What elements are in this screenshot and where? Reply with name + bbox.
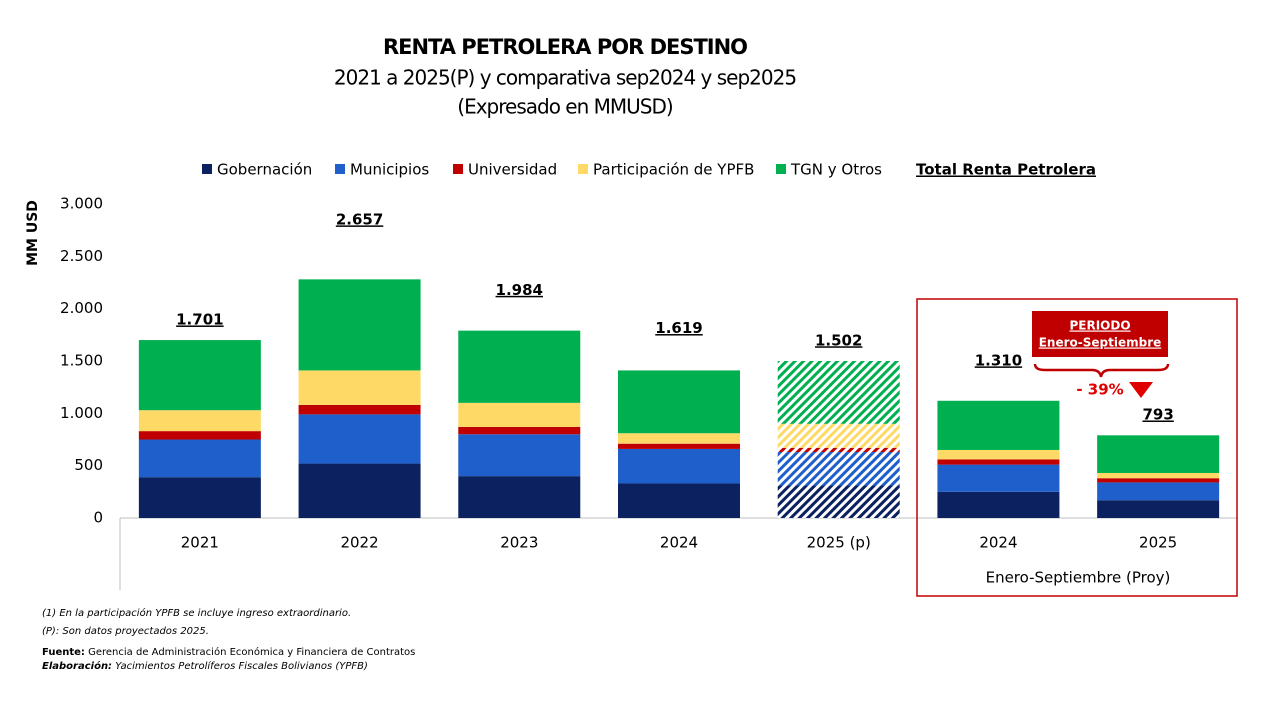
bar-segment <box>777 423 900 448</box>
bar-segment <box>458 476 581 518</box>
bar-segment <box>138 431 261 440</box>
bar-segment <box>618 483 740 518</box>
x-tick-label: 2021 <box>181 534 219 552</box>
bar-segment <box>937 464 1060 492</box>
total-label: 1.502 <box>815 331 862 349</box>
legend-label: TGN y Otros <box>790 161 882 179</box>
bar-segment <box>298 463 421 518</box>
period-box <box>916 298 1238 597</box>
bar-segment <box>458 402 581 427</box>
bar-segment <box>298 370 421 405</box>
legend-swatch <box>335 164 345 174</box>
legend-swatch <box>453 164 463 174</box>
chart-title: RENTA PETROLERA POR DESTINO <box>383 35 747 59</box>
period-badge <box>1032 311 1168 357</box>
bar-segment <box>618 448 740 484</box>
legend-label: Municipios <box>350 161 429 179</box>
note: (1) En la participación YPFB se incluye … <box>42 607 351 619</box>
legend-swatch <box>578 164 588 174</box>
source-label: Fuente: <box>42 647 85 658</box>
x-tick-label: 2023 <box>500 534 538 552</box>
bar-segment <box>138 340 261 411</box>
made-by-label: Elaboración: <box>42 660 112 672</box>
y-tick-label: 500 <box>74 456 103 474</box>
bar-segment <box>618 433 740 444</box>
bar-segment <box>458 426 581 435</box>
y-tick-label: 3.000 <box>60 195 103 213</box>
legend-label: Gobernación <box>217 161 312 179</box>
bar-segment <box>1097 482 1220 501</box>
y-tick-label: 2.000 <box>60 299 103 317</box>
legend-label: Participación de YPFB <box>593 161 754 179</box>
change-label: - 39% <box>1076 381 1123 399</box>
x-tick-label: 2024 <box>660 534 698 552</box>
bar-segment <box>138 410 261 432</box>
bar-segment <box>298 404 421 415</box>
bar-segment <box>1097 435 1220 473</box>
x-tick-label: 2025 (p) <box>807 534 871 552</box>
total-label: 1.310 <box>975 351 1022 369</box>
legend-swatch <box>202 164 212 174</box>
unit-note: (Expresado en MMUSD) <box>457 95 673 119</box>
y-tick-label: 0 <box>93 509 103 527</box>
bar-segment <box>1097 478 1220 483</box>
x-tick-label: 2022 <box>340 534 378 552</box>
bar-segment <box>458 330 581 403</box>
bar-segment <box>618 443 740 449</box>
bar-segment <box>298 279 421 371</box>
bar-segment <box>777 452 900 486</box>
note: (P): Son datos proyectados 2025. <box>42 626 209 637</box>
total-label: 1.984 <box>496 281 543 299</box>
bar-segment <box>618 370 740 434</box>
bar-segment <box>1097 472 1220 479</box>
bar-segment <box>138 477 261 518</box>
down-arrow <box>1129 382 1153 398</box>
brace <box>1033 363 1170 378</box>
bar-segment <box>777 447 900 453</box>
legend-label: Universidad <box>468 161 557 179</box>
y-tick-label: 2.500 <box>60 247 103 265</box>
x-tick-label: 2025 <box>1139 534 1177 552</box>
bar-segment <box>937 400 1060 450</box>
chart-subtitle: 2021 a 2025(P) y comparativa sep2024 y s… <box>334 66 796 90</box>
legend-swatch <box>776 164 786 174</box>
y-tick-label: 1.500 <box>60 352 103 370</box>
total-label: 793 <box>1142 405 1173 423</box>
made-by-text: Yacimientos Petrolíferos Fiscales Bolivi… <box>115 660 368 672</box>
total-label: 1.619 <box>655 319 702 337</box>
bar-segment <box>138 439 261 478</box>
bar-segment <box>937 449 1060 460</box>
bar-segment <box>937 491 1060 518</box>
source: Fuente: Gerencia de Administración Econó… <box>42 646 415 658</box>
legend-total: Total Renta Petrolera <box>916 161 1096 179</box>
x-tick-label: 2024 <box>979 534 1017 552</box>
period-line2: Enero-Septiembre <box>1039 336 1162 350</box>
period-line1: PERIODO <box>1069 319 1130 333</box>
bar-segment <box>937 459 1060 465</box>
y-axis-label: MM USD <box>25 200 41 266</box>
bar-segment <box>298 414 421 464</box>
bar-segment <box>458 434 581 477</box>
made-by: Elaboración: Yacimientos Petrolíferos Fi… <box>42 660 368 672</box>
source-text: Gerencia de Administración Económica y F… <box>88 646 415 658</box>
y-tick-label: 1.000 <box>60 404 103 422</box>
bar-segment <box>1097 500 1220 518</box>
total-label: 2.657 <box>336 210 383 228</box>
bar-segment <box>777 361 900 424</box>
bar-segment <box>777 485 900 518</box>
total-label: 1.701 <box>176 310 223 328</box>
group-label: Enero-Septiembre (Proy) <box>986 569 1171 587</box>
